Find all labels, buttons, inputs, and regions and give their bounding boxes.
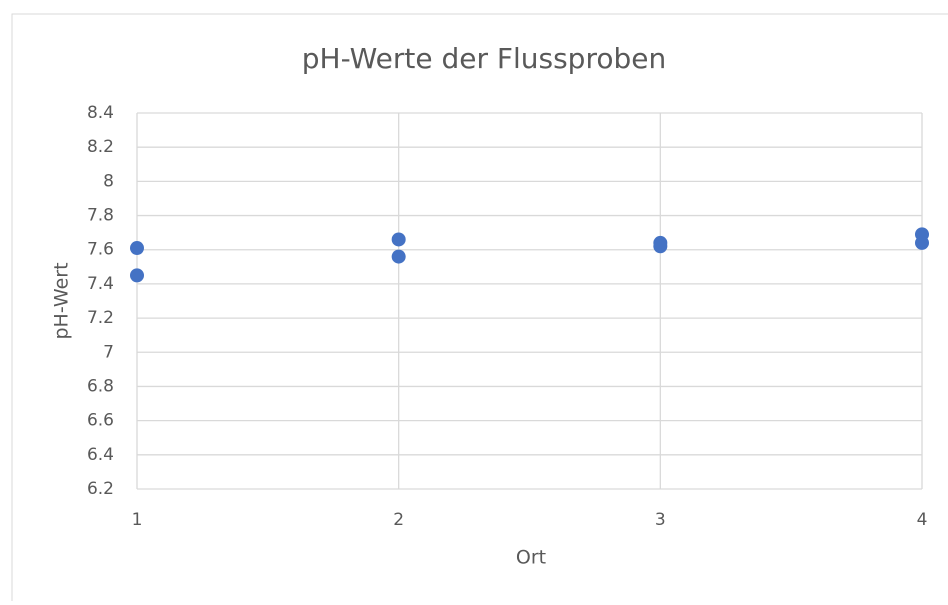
y-tick-label: 6.2 (87, 479, 114, 499)
point (391, 249, 406, 264)
x-tick-label: 3 (655, 510, 666, 530)
point (130, 268, 144, 283)
point (653, 239, 668, 254)
y-axis-label: pH-Wert (51, 262, 73, 339)
y-tick-label: 7.6 (87, 240, 114, 260)
x-axis-label: Ort (516, 547, 546, 569)
chart-title: pH-Werte der Flussproben (302, 42, 666, 75)
y-tick-label: 6.8 (87, 376, 114, 396)
x-tick-label: 4 (917, 510, 928, 530)
y-tick-label: 7.2 (87, 308, 114, 328)
y-tick-label: 7 (103, 342, 114, 362)
y-tick-label: 6.6 (87, 411, 114, 431)
x-tick-label: 1 (132, 510, 143, 530)
point (391, 232, 406, 247)
point (915, 235, 929, 250)
y-tick-label: 8.2 (87, 137, 114, 157)
y-tick-label: 6.4 (87, 445, 114, 465)
y-tick-label: 8.4 (87, 103, 114, 123)
y-tick-label: 7.8 (87, 206, 114, 226)
y-tick-label: 8 (103, 171, 114, 191)
chart-border (11, 13, 948, 605)
point (130, 241, 144, 256)
y-tick-label: 7.4 (87, 274, 114, 294)
x-tick-label: 2 (393, 510, 404, 530)
